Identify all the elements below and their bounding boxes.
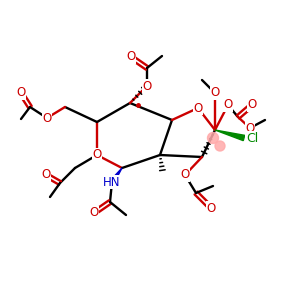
Text: O: O	[210, 86, 220, 100]
Text: O: O	[41, 169, 51, 182]
Text: O: O	[16, 86, 26, 100]
Text: HN: HN	[103, 176, 121, 188]
Text: O: O	[248, 98, 256, 112]
Polygon shape	[215, 130, 245, 141]
Text: O: O	[92, 148, 102, 161]
Text: O: O	[180, 169, 190, 182]
Text: O: O	[245, 122, 255, 134]
Text: O: O	[142, 80, 152, 92]
Polygon shape	[110, 168, 122, 183]
Text: Cl: Cl	[246, 131, 258, 145]
Text: O: O	[224, 98, 232, 112]
Text: O: O	[89, 206, 99, 220]
Circle shape	[215, 141, 225, 151]
Circle shape	[208, 133, 218, 143]
Text: O: O	[194, 101, 202, 115]
Text: O: O	[206, 202, 216, 214]
Text: O: O	[126, 50, 136, 64]
Text: O: O	[42, 112, 52, 124]
